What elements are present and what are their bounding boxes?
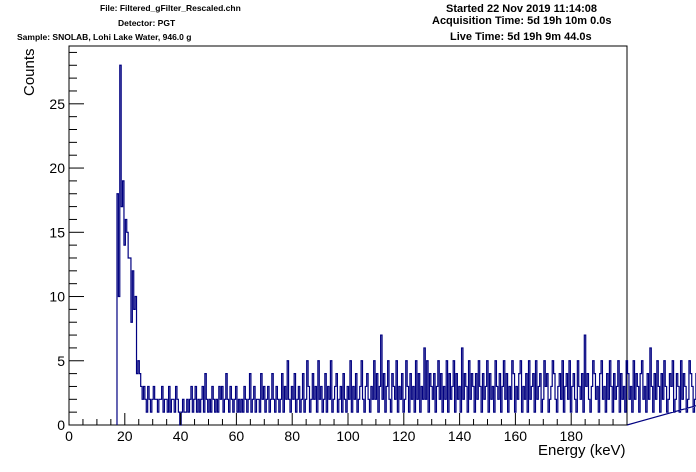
x-axis-label: Energy (keV) <box>538 442 626 459</box>
histogram-bin <box>635 399 636 425</box>
x-tick-label: 40 <box>173 428 189 444</box>
histogram-bin <box>629 399 630 425</box>
started-label: Started 22 Nov 2019 11:14:08 <box>446 3 598 15</box>
live-time-label: Live Time: 5d 19h 9m 44.0s <box>450 31 592 43</box>
histogram-bin <box>655 399 656 425</box>
histogram-bin <box>646 412 647 425</box>
plot-frame <box>68 45 628 426</box>
y-axis-ticks: 0 5 10 15 20 25 <box>49 51 84 433</box>
y-tick-label: 20 <box>49 160 65 176</box>
histogram-bin <box>686 412 687 425</box>
x-axis-ticks: 0 20 40 60 80 100 120 140 160 180 <box>65 413 628 444</box>
histogram-bin <box>653 412 654 425</box>
y-tick-label: 10 <box>49 289 65 305</box>
x-tick-label: 60 <box>229 428 245 444</box>
x-tick-label: 160 <box>504 428 528 444</box>
y-tick-label: 5 <box>57 353 65 369</box>
plot-area <box>68 45 628 426</box>
file-label: File: Filtered_gFilter_Rescaled.chn <box>100 3 241 13</box>
x-tick-label: 100 <box>336 428 360 444</box>
histogram-bin <box>648 399 649 425</box>
histogram-bin <box>674 412 675 425</box>
histogram-bin <box>671 386 672 425</box>
x-tick-label: 80 <box>284 428 300 444</box>
detector-label: Detector: PGT <box>118 18 176 28</box>
x-tick-label: 140 <box>448 428 472 444</box>
histogram-bin <box>693 412 694 425</box>
y-tick-label: 25 <box>49 96 65 112</box>
histogram-bin <box>660 412 661 425</box>
acquisition-time-label: Acquisition Time: 5d 19h 10m 0.0s <box>432 15 612 27</box>
x-tick-label: 120 <box>392 428 416 444</box>
y-axis-label: Counts <box>21 48 38 96</box>
x-tick-label: 180 <box>560 428 584 444</box>
histogram-bin <box>643 399 644 425</box>
histogram-bin <box>679 412 680 425</box>
spectrum-histogram <box>116 64 696 426</box>
x-tick-label: 0 <box>65 428 73 444</box>
y-tick-label: 15 <box>49 224 65 240</box>
y-tick-label: 0 <box>57 417 65 433</box>
sample-label: Sample: SNOLAB, Lohi Lake Water, 946.0 g <box>17 32 192 42</box>
histogram-bin <box>682 399 683 425</box>
histogram-bin <box>639 412 640 425</box>
histogram-bin <box>662 399 663 425</box>
x-tick-label: 20 <box>117 428 133 444</box>
spectrum-line <box>116 64 696 426</box>
